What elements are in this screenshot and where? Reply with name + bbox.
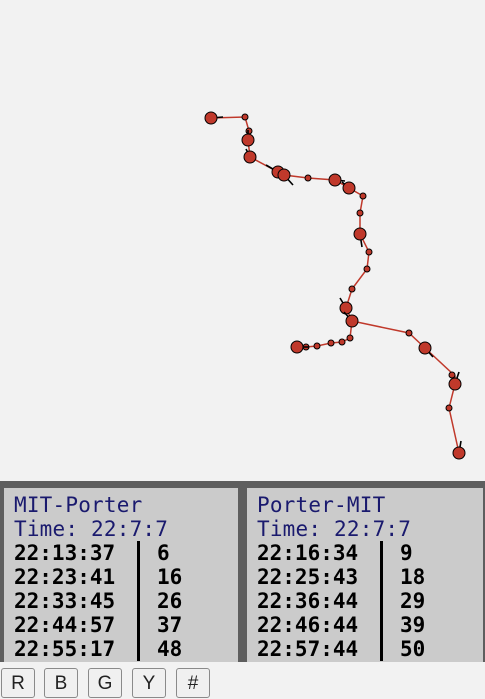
departure-row: 22:44:57 37 <box>14 613 197 637</box>
column-divider <box>137 613 140 637</box>
bus-marker[interactable] <box>243 150 257 164</box>
r-button[interactable]: R <box>1 668 35 698</box>
column-divider <box>380 637 383 661</box>
panel-current-time: Time: 22:7:7 <box>14 517 169 541</box>
bus-stop-marker[interactable] <box>346 334 354 342</box>
column-divider <box>137 565 140 589</box>
bus-stop-marker[interactable] <box>241 113 249 121</box>
hash-button[interactable]: # <box>176 668 210 698</box>
panel-current-time: Time: 22:7:7 <box>257 517 412 541</box>
map-area[interactable] <box>0 0 485 481</box>
minutes-away: 29 <box>400 589 426 613</box>
bus-stop-marker[interactable] <box>359 192 367 200</box>
departure-row: 22:46:44 39 <box>257 613 440 637</box>
minutes-away: 37 <box>157 613 183 637</box>
bus-marker[interactable] <box>328 173 342 187</box>
departure-row: 22:57:44 50 <box>257 637 440 661</box>
bus-stop-marker[interactable] <box>356 209 364 217</box>
minutes-away: 48 <box>157 637 183 661</box>
minutes-away: 18 <box>400 565 426 589</box>
departure-time: 22:16:34 <box>257 541 359 565</box>
minutes-away: 9 <box>400 541 413 565</box>
bus-marker[interactable] <box>204 111 218 125</box>
bus-marker[interactable] <box>418 341 432 355</box>
b-button[interactable]: B <box>44 668 78 698</box>
departure-time: 22:46:44 <box>257 613 359 637</box>
column-divider <box>137 541 140 565</box>
panel-title: MIT-Porter <box>14 493 143 517</box>
y-button[interactable]: Y <box>132 668 166 698</box>
minutes-away: 16 <box>157 565 183 589</box>
departure-row: 22:33:45 26 <box>14 589 197 613</box>
departure-time: 22:44:57 <box>14 613 116 637</box>
column-divider <box>380 589 383 613</box>
schedule-panels: MIT-Porter Time: 22:7:7 22:13:37 6 22:23:… <box>0 481 485 662</box>
departure-row: 22:55:17 48 <box>14 637 197 661</box>
departure-time: 22:57:44 <box>257 637 359 661</box>
minutes-away: 26 <box>157 589 183 613</box>
column-divider <box>380 565 383 589</box>
departure-time: 22:36:44 <box>257 589 359 613</box>
departure-row: 22:23:41 16 <box>14 565 197 589</box>
bus-stop-marker[interactable] <box>448 371 456 379</box>
bus-stop-marker[interactable] <box>327 339 335 347</box>
g-button[interactable]: G <box>88 668 122 698</box>
bus-marker[interactable] <box>452 446 466 460</box>
bus-marker[interactable] <box>345 314 359 328</box>
column-divider <box>137 589 140 613</box>
departure-row: 22:16:34 9 <box>257 541 440 565</box>
bus-stop-marker[interactable] <box>245 127 253 135</box>
departure-time: 22:55:17 <box>14 637 116 661</box>
bus-marker[interactable] <box>277 168 291 182</box>
departure-list: 22:16:34 9 22:25:43 18 22:36:44 29 22:46:44… <box>257 541 440 661</box>
bus-stop-marker[interactable] <box>445 404 453 412</box>
minutes-away: 6 <box>157 541 170 565</box>
bus-stop-marker[interactable] <box>405 329 413 337</box>
bus-marker[interactable] <box>339 301 353 315</box>
bus-stop-marker[interactable] <box>304 174 312 182</box>
column-divider <box>137 637 140 661</box>
bus-marker[interactable] <box>353 227 367 241</box>
button-bar: R B G Y # <box>0 662 485 698</box>
departure-row: 22:13:37 6 <box>14 541 197 565</box>
route-line <box>210 116 460 454</box>
panel-title: Porter-MIT <box>257 493 386 517</box>
departure-time: 22:25:43 <box>257 565 359 589</box>
bus-stop-marker[interactable] <box>348 285 356 293</box>
schedule-panel-porter-mit: Porter-MIT Time: 22:7:7 22:16:34 9 22:25:… <box>247 488 483 662</box>
bus-stop-marker[interactable] <box>365 248 373 256</box>
route-map[interactable] <box>0 0 485 481</box>
departure-time: 22:13:37 <box>14 541 116 565</box>
bus-stop-marker[interactable] <box>313 342 321 350</box>
departure-time: 22:33:45 <box>14 589 116 613</box>
column-divider <box>380 613 383 637</box>
departure-time: 22:23:41 <box>14 565 116 589</box>
minutes-away: 39 <box>400 613 426 637</box>
departure-row: 22:25:43 18 <box>257 565 440 589</box>
bus-stop-marker[interactable] <box>363 265 371 273</box>
departure-list: 22:13:37 6 22:23:41 16 22:33:45 26 22:44:57… <box>14 541 197 661</box>
minutes-away: 50 <box>400 637 426 661</box>
bus-marker[interactable] <box>241 133 255 147</box>
schedule-panel-mit-porter: MIT-Porter Time: 22:7:7 22:13:37 6 22:23:… <box>4 488 238 662</box>
bus-marker[interactable] <box>290 340 304 354</box>
bus-stop-marker[interactable] <box>338 338 346 346</box>
column-divider <box>380 541 383 565</box>
departure-row: 22:36:44 29 <box>257 589 440 613</box>
bus-marker[interactable] <box>448 377 462 391</box>
bus-marker[interactable] <box>342 181 356 195</box>
